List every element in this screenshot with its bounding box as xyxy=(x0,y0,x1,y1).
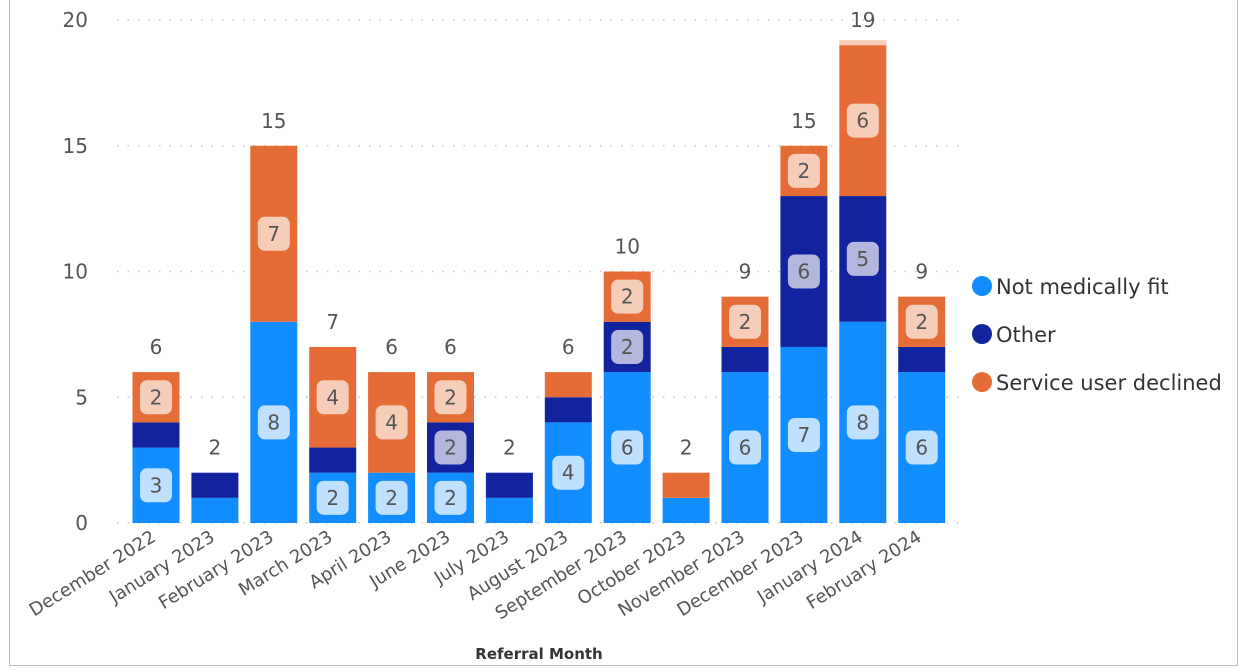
legend-label: Not medically fit xyxy=(996,275,1169,299)
data-label: 7 xyxy=(798,423,811,447)
data-label: 2 xyxy=(444,486,457,510)
y-tick-label: 5 xyxy=(75,385,88,409)
data-label: 3 xyxy=(150,473,163,497)
y-tick-label: 20 xyxy=(63,8,88,32)
data-label-badge xyxy=(434,430,467,465)
data-label-badge xyxy=(140,380,172,415)
data-label-badge xyxy=(846,103,879,138)
bar-segment xyxy=(721,346,769,373)
data-label: 4 xyxy=(562,461,575,485)
data-label: 6 xyxy=(856,109,869,133)
data-label: 2 xyxy=(444,385,457,409)
data-label: 5 xyxy=(856,247,869,271)
y-tick-label: 15 xyxy=(63,134,88,158)
total-label: 9 xyxy=(915,260,928,284)
total-label: 6 xyxy=(562,335,575,359)
data-label: 8 xyxy=(856,410,869,434)
data-label-badge xyxy=(905,430,938,465)
data-label-badge xyxy=(787,417,820,452)
data-label-badge xyxy=(787,254,820,289)
bar-segment xyxy=(544,397,592,423)
data-label-badge xyxy=(729,430,761,465)
data-label: 6 xyxy=(798,260,811,284)
data-label-badge xyxy=(611,279,644,314)
total-label: 15 xyxy=(791,109,816,133)
data-label-badge xyxy=(787,153,820,188)
x-axis-title: Referral Month xyxy=(475,645,602,663)
bar-segment xyxy=(485,497,533,523)
data-label: 2 xyxy=(150,385,163,409)
total-label: 2 xyxy=(680,436,693,460)
data-label: 6 xyxy=(621,436,634,460)
total-label: 6 xyxy=(150,335,163,359)
data-label-badge xyxy=(316,480,349,515)
y-tick-label: 0 xyxy=(75,511,88,535)
data-label-badge xyxy=(375,480,408,515)
bar-segment xyxy=(309,447,357,473)
total-label: 15 xyxy=(261,109,286,133)
data-label-badge xyxy=(552,455,585,490)
bar-segment xyxy=(485,472,533,498)
data-label-badge xyxy=(434,480,467,515)
data-label: 8 xyxy=(267,410,280,434)
data-label: 2 xyxy=(915,310,928,334)
data-label-badge xyxy=(729,304,761,339)
data-label: 2 xyxy=(798,159,811,183)
data-label-badge xyxy=(611,329,644,364)
legend-marker xyxy=(972,324,992,344)
data-label: 4 xyxy=(385,410,398,434)
total-label: 7 xyxy=(326,310,339,334)
data-label-badge xyxy=(375,405,408,440)
y-tick-label: 10 xyxy=(63,260,88,284)
data-label: 2 xyxy=(621,285,634,309)
data-label-badge xyxy=(257,216,290,251)
data-label: 6 xyxy=(739,436,752,460)
bar-segment xyxy=(839,40,887,46)
bar-segment xyxy=(191,472,239,498)
total-label: 10 xyxy=(614,235,639,259)
data-label: 2 xyxy=(326,486,339,510)
legend-marker xyxy=(972,276,992,296)
data-label: 2 xyxy=(739,310,752,334)
data-label: 2 xyxy=(621,335,634,359)
data-label-badge xyxy=(846,405,879,440)
bar-segment xyxy=(898,346,946,373)
data-label: 4 xyxy=(326,385,339,409)
bar-segment xyxy=(662,472,710,498)
total-label: 2 xyxy=(209,436,222,460)
total-label: 9 xyxy=(739,260,752,284)
data-label-badge xyxy=(434,380,467,415)
bar-segment xyxy=(544,372,592,398)
data-label-badge xyxy=(611,430,644,465)
bar-segment xyxy=(132,422,180,448)
bar-segment xyxy=(662,497,710,523)
legend-label: Service user declined xyxy=(996,371,1222,395)
total-label: 19 xyxy=(850,8,875,32)
legend-marker xyxy=(972,372,992,392)
total-label: 2 xyxy=(503,436,516,460)
legend-label: Other xyxy=(996,323,1056,347)
data-label-badge xyxy=(257,405,290,440)
data-label: 2 xyxy=(385,486,398,510)
total-label: 6 xyxy=(385,335,398,359)
bar-segment xyxy=(191,497,239,523)
data-label: 6 xyxy=(915,436,928,460)
data-label-badge xyxy=(846,241,879,276)
data-label-badge xyxy=(905,304,938,339)
data-label-badge xyxy=(316,380,349,415)
data-label: 7 xyxy=(267,222,280,246)
total-label: 6 xyxy=(444,335,457,359)
data-label-badge xyxy=(140,468,172,503)
data-label: 2 xyxy=(444,436,457,460)
